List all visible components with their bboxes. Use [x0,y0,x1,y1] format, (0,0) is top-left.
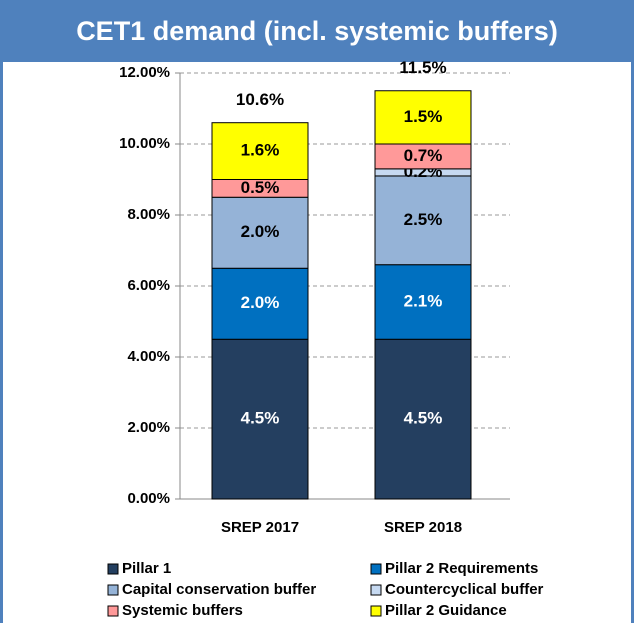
title-banner [0,0,634,62]
bar-segment [374,338,472,500]
y-tick-label: 8.00% [127,206,170,223]
legend-label: Systemic buffers [122,602,243,619]
data-label: 1.5% [404,107,443,126]
legend-label: Pillar 2 Requirements [385,560,538,577]
legend-swatch [370,605,382,617]
data-label: 2.5% [404,210,443,229]
y-tick-label: 4.00% [127,348,170,365]
y-tick-label: 12.00% [119,64,170,81]
total-label: 11.5% [399,58,446,77]
data-label: 2.0% [241,222,280,241]
bar-segment [374,264,472,340]
legend-label: Pillar 1 [122,560,171,577]
total-label: 10.6% [236,90,284,109]
y-tick-label: 6.00% [127,277,170,294]
data-label: 2.0% [241,293,280,312]
data-label: 1.6% [241,141,280,160]
x-tick-label: SREP 2018 [384,519,462,536]
y-tick-label: 0.00% [127,490,170,507]
x-tick-label: SREP 2017 [221,519,299,536]
legend-label: Countercyclical buffer [385,581,544,598]
data-label: 4.5% [404,409,443,428]
bar-segment [374,90,472,145]
legend-swatch [107,605,119,617]
legend-swatch [370,584,382,596]
data-label: 4.5% [241,409,280,428]
data-label: 0.5% [241,178,280,197]
data-label: 0.7% [404,146,443,165]
legend-label: Pillar 2 Guidance [385,602,507,619]
chart-title: CET1 demand (incl. systemic buffers) [76,16,558,46]
bar-segment [374,175,472,266]
bar-segment [374,143,472,170]
y-tick-label: 2.00% [127,419,170,436]
legend-swatch [370,563,382,575]
legend-swatch [107,563,119,575]
legend-label: Capital conservation buffer [122,581,316,598]
y-tick-label: 10.00% [119,135,170,152]
legend-swatch [107,584,119,596]
bar-segment [211,122,309,180]
data-label: 2.1% [404,291,443,310]
